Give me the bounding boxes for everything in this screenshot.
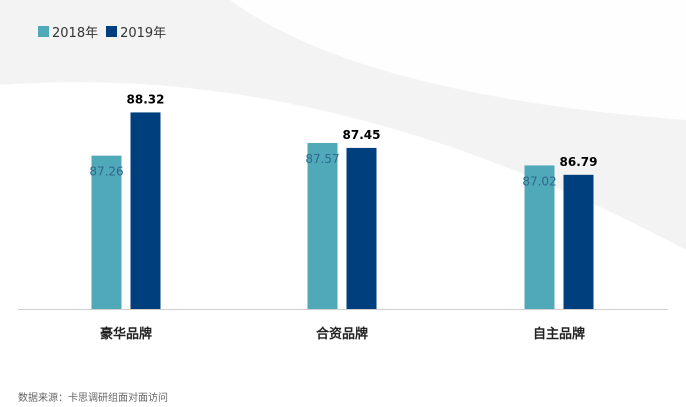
legend: 2018年 2019年 [38,22,166,41]
legend-swatch-2019 [106,26,118,37]
bar-2019 [130,112,161,309]
data-label-2018: 87.57 [305,152,339,166]
legend-item-2019: 2019年 [106,22,166,41]
x-tick-label: 豪华品牌 [100,326,152,342]
data-label-2018: 87.26 [89,165,123,179]
legend-label-2018: 2018年 [52,26,99,41]
bar-2018 [307,143,338,309]
x-tick-label: 合资品牌 [316,326,368,342]
bar-2019 [563,174,594,309]
legend-swatch-2018 [38,26,49,37]
legend-label-2019: 2019年 [120,26,167,41]
x-tick-label: 自主品牌 [533,326,585,342]
data-label-2018: 87.02 [522,174,556,188]
data-label-2019: 87.45 [343,128,381,142]
data-label-2019: 86.79 [560,155,598,169]
legend-item-2018: 2018年 [38,22,98,41]
bar-2018 [524,165,555,309]
bar-2019 [346,147,377,309]
bar-2018 [91,155,122,309]
source-note: 数据来源：卡思调研组面对面访问 [18,393,168,404]
data-label-2019: 88.32 [127,92,165,106]
